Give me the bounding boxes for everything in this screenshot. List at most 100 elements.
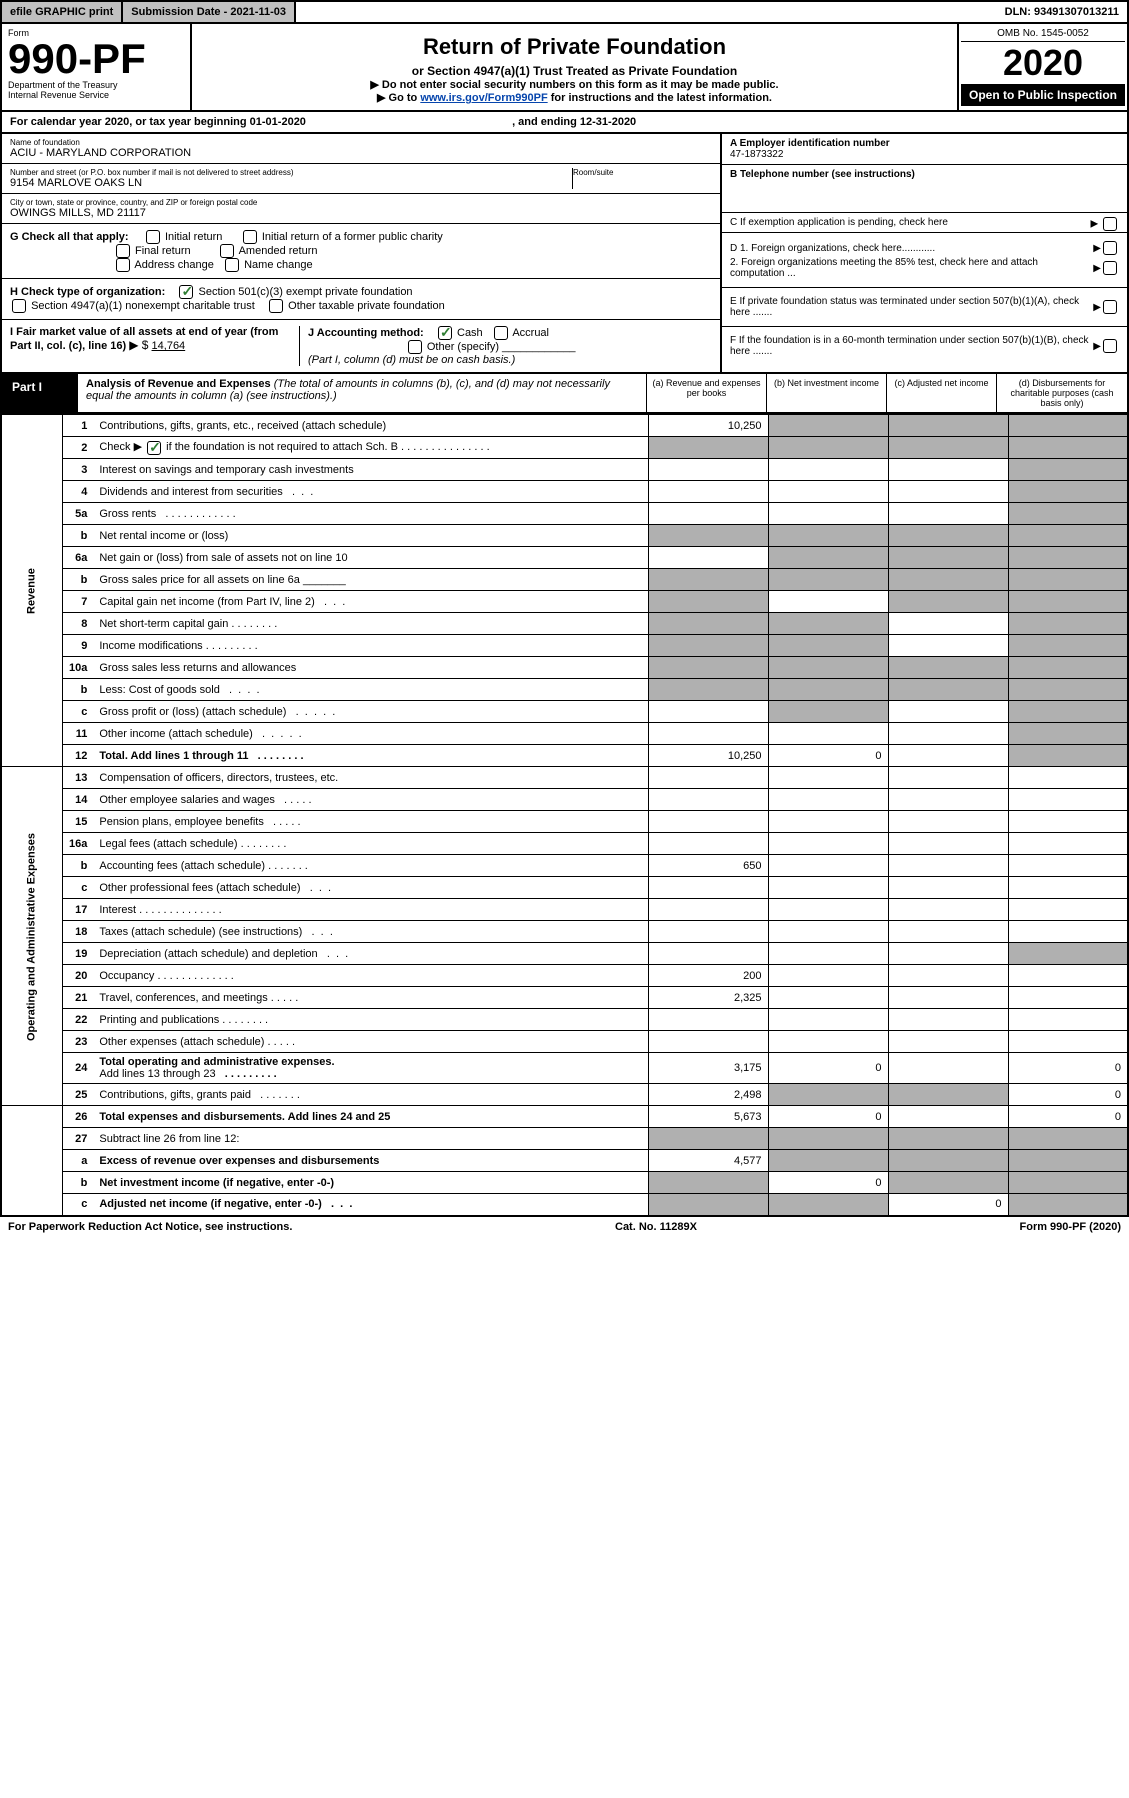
chk-addr-change[interactable]	[116, 258, 130, 272]
tax-year: 2020	[961, 42, 1125, 84]
room-label: Room/suite	[573, 168, 712, 177]
r10a: Gross sales less returns and allowances	[93, 657, 648, 679]
v1b	[768, 415, 888, 437]
col-a-header: (a) Revenue and expenses per books	[647, 374, 767, 412]
dept: Department of the Treasury	[8, 80, 184, 90]
col-d-header: (d) Disbursements for charitable purpose…	[997, 374, 1127, 412]
r8: Net short-term capital gain . . . . . . …	[93, 613, 648, 635]
ln-10c: c	[63, 701, 94, 723]
chk-schb[interactable]	[147, 441, 161, 455]
ln-6b: b	[63, 569, 94, 591]
ln-10b: b	[63, 679, 94, 701]
chk-f[interactable]	[1103, 339, 1117, 353]
phone-label: B Telephone number (see instructions)	[730, 169, 915, 180]
chk-other-method[interactable]	[408, 340, 422, 354]
chk-cash[interactable]	[438, 326, 452, 340]
irs-link[interactable]: www.irs.gov/Form990PF	[420, 92, 547, 104]
r10b: Less: Cost of goods sold . . . .	[93, 679, 648, 701]
v27aa: 4,577	[648, 1150, 768, 1172]
instr2-pre: ▶ Go to	[377, 92, 420, 104]
ln-25: 25	[63, 1084, 94, 1106]
chk-name-change[interactable]	[225, 258, 239, 272]
form-header: Form 990-PF Department of the Treasury I…	[0, 24, 1129, 112]
v20a: 200	[648, 965, 768, 987]
part1-label: Part I	[2, 374, 78, 412]
r3: Interest on savings and temporary cash i…	[93, 459, 648, 481]
ln-6a: 6a	[63, 547, 94, 569]
j-accrual: Accrual	[512, 327, 549, 339]
entity-info: Name of foundation ACIU - MARYLAND CORPO…	[0, 134, 1129, 374]
part1-table: Revenue 1 Contributions, gifts, grants, …	[0, 414, 1129, 1217]
foundation-name-cell: Name of foundation ACIU - MARYLAND CORPO…	[10, 138, 712, 159]
chk-other-tax[interactable]	[269, 299, 283, 313]
chk-initial-former[interactable]	[243, 230, 257, 244]
chk-d1[interactable]	[1103, 241, 1117, 255]
chk-accrual[interactable]	[494, 326, 508, 340]
city-cell: City or town, state or province, country…	[2, 194, 720, 223]
ln-9: 9	[63, 635, 94, 657]
j-label: J Accounting method:	[308, 327, 424, 339]
r26: Total expenses and disbursements. Add li…	[93, 1106, 648, 1128]
r12: Total. Add lines 1 through 11 . . . . . …	[93, 745, 648, 767]
entity-right: A Employer identification number 47-1873…	[722, 134, 1127, 372]
chk-501c3[interactable]	[179, 285, 193, 299]
v21a: 2,325	[648, 987, 768, 1009]
calyear-end: 12-31-2020	[580, 116, 636, 128]
ln-27a: a	[63, 1150, 94, 1172]
r6b: Gross sales price for all assets on line…	[93, 569, 648, 591]
d1: D 1. Foreign organizations, check here..…	[730, 243, 1093, 254]
f-section: F If the foundation is in a 60-month ter…	[722, 327, 1127, 365]
g-initial: Initial return	[165, 231, 222, 243]
chk-initial[interactable]	[146, 230, 160, 244]
v26d: 0	[1008, 1106, 1128, 1128]
footer-left: For Paperwork Reduction Act Notice, see …	[8, 1221, 292, 1233]
instr-2: ▶ Go to www.irs.gov/Form990PF for instru…	[198, 91, 951, 104]
chk-c[interactable]	[1103, 217, 1117, 231]
r18: Taxes (attach schedule) (see instruction…	[93, 921, 648, 943]
i-box: I Fair market value of all assets at end…	[10, 326, 300, 366]
r24: Total operating and administrative expen…	[93, 1053, 648, 1084]
efile-print-btn[interactable]: efile GRAPHIC print	[2, 2, 123, 22]
dln: DLN: 93491307013211	[997, 2, 1127, 22]
ein-label: A Employer identification number	[730, 138, 890, 149]
g-row: G Check all that apply: Initial return I…	[2, 223, 720, 279]
r1: Contributions, gifts, grants, etc., rece…	[93, 415, 648, 437]
r14: Other employee salaries and wages . . . …	[93, 789, 648, 811]
part1-desc: Analysis of Revenue and Expenses (The to…	[78, 374, 647, 412]
r15: Pension plans, employee benefits . . . .…	[93, 811, 648, 833]
r5b: Net rental income or (loss)	[93, 525, 648, 547]
r19: Depreciation (attach schedule) and deple…	[93, 943, 648, 965]
ln-4: 4	[63, 481, 94, 503]
r16a: Legal fees (attach schedule) . . . . . .…	[93, 833, 648, 855]
r6a: Net gain or (loss) from sale of assets n…	[93, 547, 648, 569]
v26a: 5,673	[648, 1106, 768, 1128]
ln-20: 20	[63, 965, 94, 987]
form-title-box: Return of Private Foundation or Section …	[192, 24, 957, 110]
ein-cell: A Employer identification number 47-1873…	[722, 134, 1127, 165]
chk-amended[interactable]	[220, 244, 234, 258]
chk-d2[interactable]	[1103, 261, 1117, 275]
r27b: Net investment income (if negative, ente…	[93, 1172, 648, 1194]
top-bar: efile GRAPHIC print Submission Date - 20…	[0, 0, 1129, 24]
side-expenses: Operating and Administrative Expenses	[1, 767, 63, 1106]
irs: Internal Revenue Service	[8, 90, 184, 100]
phone-cell: B Telephone number (see instructions)	[722, 165, 1127, 213]
r7: Capital gain net income (from Part IV, l…	[93, 591, 648, 613]
sub-label: Submission Date -	[131, 6, 230, 18]
r22: Printing and publications . . . . . . . …	[93, 1009, 648, 1031]
c-cell: C If exemption application is pending, c…	[722, 213, 1127, 233]
chk-4947[interactable]	[12, 299, 26, 313]
r27c: Adjusted net income (if negative, enter …	[93, 1194, 648, 1216]
ln-17: 17	[63, 899, 94, 921]
v26b: 0	[768, 1106, 888, 1128]
chk-e[interactable]	[1103, 300, 1117, 314]
chk-final[interactable]	[116, 244, 130, 258]
form-year-box: OMB No. 1545-0052 2020 Open to Public In…	[957, 24, 1127, 110]
ln-1: 1	[63, 415, 94, 437]
j-cash: Cash	[457, 327, 483, 339]
r11: Other income (attach schedule) . . . . .	[93, 723, 648, 745]
f-text: F If the foundation is in a 60-month ter…	[730, 335, 1093, 357]
e-text: E If private foundation status was termi…	[730, 296, 1093, 318]
r21: Travel, conferences, and meetings . . . …	[93, 987, 648, 1009]
r17: Interest . . . . . . . . . . . . . .	[93, 899, 648, 921]
